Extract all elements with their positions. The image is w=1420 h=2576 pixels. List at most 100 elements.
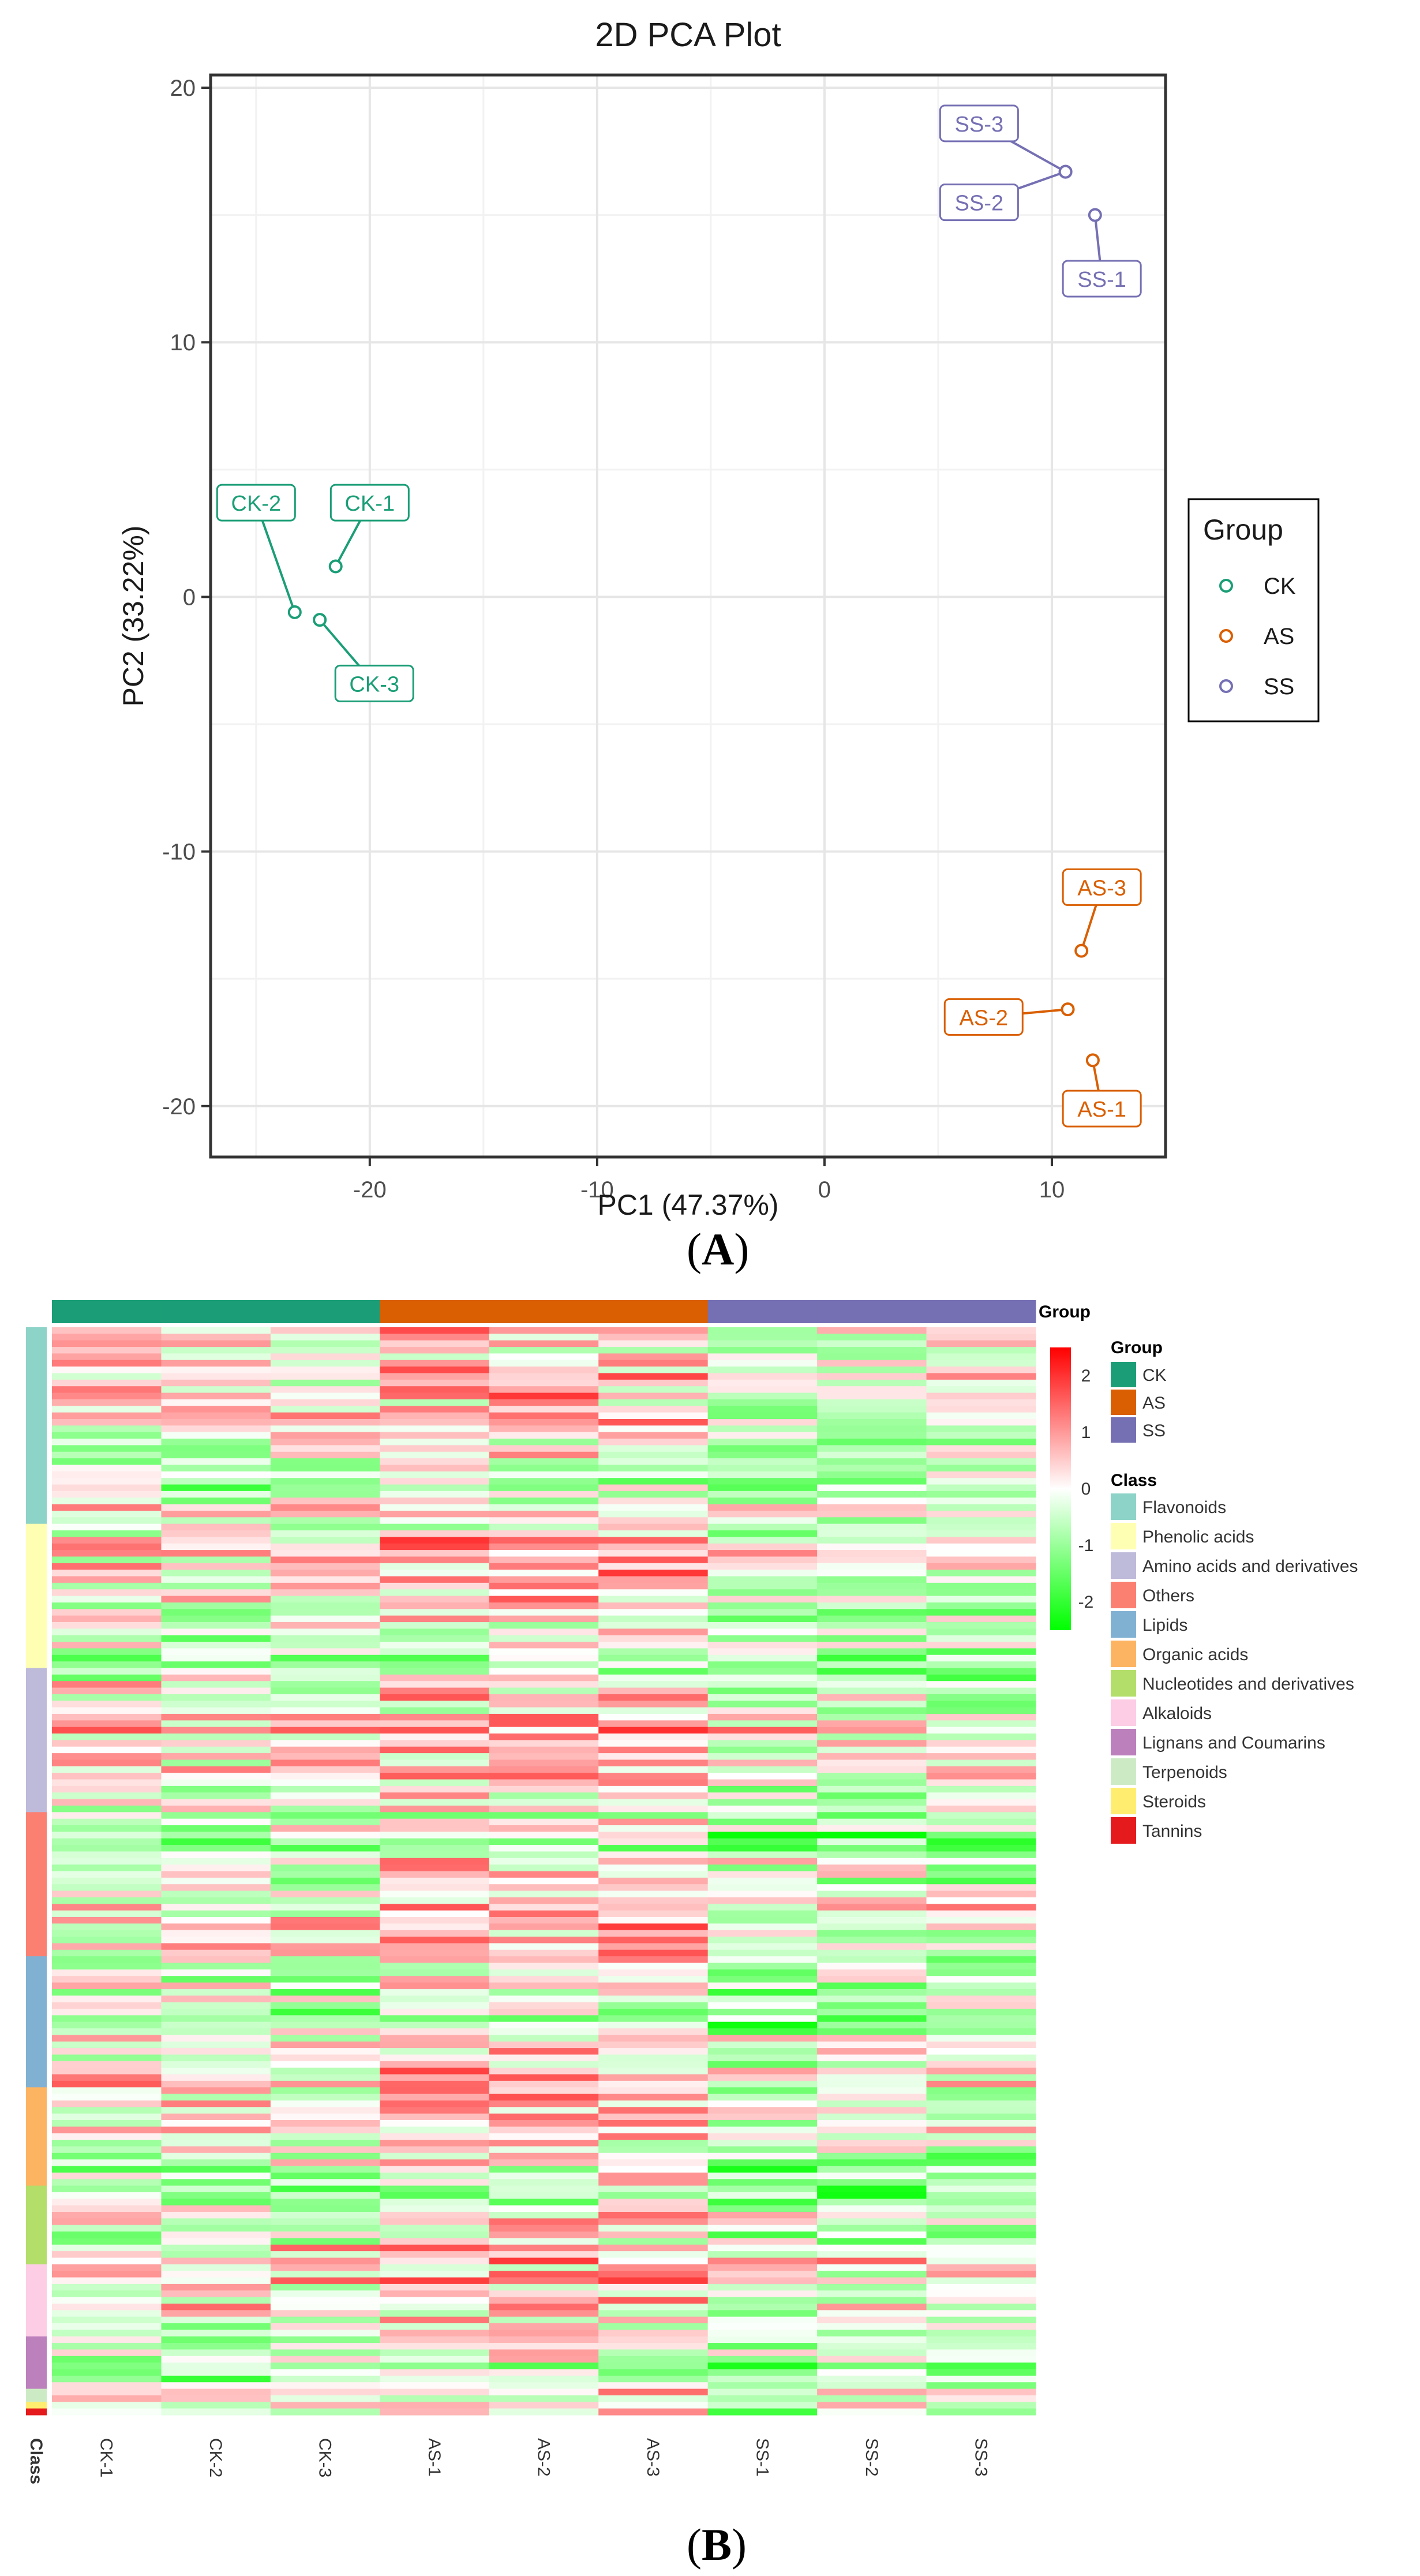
heatmap-cell [270, 2218, 380, 2226]
heatmap-cell [52, 1812, 162, 1819]
heatmap-cell [161, 2330, 271, 2337]
heatmap-cell [707, 2100, 818, 2107]
heatmap-cell [926, 2008, 1036, 2016]
heatmap-cell [380, 1386, 490, 1394]
heatmap-cell [489, 1445, 599, 1452]
heatmap-cell [380, 1995, 490, 2003]
heatmap-cell [817, 2244, 927, 2252]
heatmap-cell [817, 1451, 927, 1459]
heatmap-cell [52, 1418, 162, 1426]
y-tick-label: 20 [170, 76, 196, 101]
plot-background [211, 75, 1166, 1157]
heatmap-cell [380, 1418, 490, 1426]
heatmap-cell [598, 1812, 709, 1819]
heatmap-cell [598, 1976, 709, 1983]
heatmap-cell [489, 1596, 599, 1603]
heatmap-cell [52, 2015, 162, 2023]
heatmap-cell [489, 2068, 599, 2075]
heatmap-cell [707, 2080, 818, 2088]
heatmap-cell [598, 1504, 709, 1511]
heatmap-cell [380, 1687, 490, 1695]
heatmap-cell [817, 1497, 927, 1505]
heatmap-cell [270, 2041, 380, 2049]
heatmap-cell [52, 1563, 162, 1570]
heatmap-cell [707, 2323, 818, 2330]
y-tick-label: -10 [162, 840, 196, 865]
heatmap-cell [52, 2330, 162, 2337]
heatmap-cell [270, 2244, 380, 2252]
heatmap-cell [52, 1753, 162, 1761]
heatmap-cell [270, 2297, 380, 2304]
heatmap-cell [598, 2251, 709, 2259]
heatmap-cell [380, 1759, 490, 1767]
heatmap-cell [270, 1471, 380, 1478]
heatmap-cell [926, 1418, 1036, 1426]
heatmap-cell [52, 2251, 162, 2259]
heatmap-cell [707, 1890, 818, 1898]
heatmap-cell [707, 2159, 818, 2167]
heatmap-cell [270, 1615, 380, 1623]
heatmap-cell [598, 2218, 709, 2226]
heatmap-cell [707, 2199, 818, 2206]
heatmap-cell [707, 1458, 818, 1466]
heatmap-cell [598, 1510, 709, 1518]
point-label-box [1062, 868, 1142, 906]
heatmap-cell [489, 1877, 599, 1885]
heatmap-cell [489, 2002, 599, 2009]
heatmap-cell [598, 1845, 709, 1852]
data-point-ck-2 [287, 605, 302, 619]
heatmap-cell [270, 1458, 380, 1466]
heatmap-cell [161, 2080, 271, 2088]
heatmap-cell [817, 2283, 927, 2291]
heatmap-cell [598, 1412, 709, 1420]
heatmap-cell [270, 2343, 380, 2350]
heatmap-cell [270, 2159, 380, 2167]
class-legend-swatch [1111, 1670, 1136, 1697]
heatmap-cell [270, 2100, 380, 2107]
heatmap-cell [598, 2362, 709, 2370]
heatmap-cell [270, 2146, 380, 2154]
heatmap-cell [270, 1602, 380, 1609]
heatmap-cell [161, 1923, 271, 1931]
heatmap-cell [598, 2035, 709, 2042]
heatmap-cell [270, 2205, 380, 2212]
heatmap-cell [707, 1838, 818, 1845]
heatmap-cell [52, 1517, 162, 1525]
heatmap-cell [380, 2330, 490, 2337]
heatmap-cell [926, 1805, 1036, 1813]
heatmap-cell [161, 2336, 271, 2343]
heatmap-cell [707, 2251, 818, 2259]
heatmap-cell [380, 1864, 490, 1872]
heatmap-cell [270, 1353, 380, 1361]
heatmap-cell [380, 2087, 490, 2095]
heatmap-cell [489, 1334, 599, 1341]
heatmap-cell [707, 2133, 818, 2140]
heatmap-cell [270, 1484, 380, 1492]
heatmap-cell [598, 1439, 709, 1446]
heatmap-cell [598, 1491, 709, 1498]
heatmap-cell [52, 2120, 162, 2127]
heatmap-cell [270, 1785, 380, 1793]
heatmap-cell [52, 1930, 162, 1937]
heatmap-cell [380, 2303, 490, 2311]
heatmap-cell [707, 1949, 818, 1957]
heatmap-cell [817, 1360, 927, 1367]
heatmap-cell [489, 1949, 599, 1957]
heatmap-cell [52, 2061, 162, 2068]
heatmap-cell [380, 1327, 490, 1334]
heatmap-cell [926, 2231, 1036, 2239]
heatmap-cell [380, 1373, 490, 1380]
heatmap-cell [52, 2388, 162, 2396]
group-annotation-cell [817, 1300, 927, 1323]
heatmap-cell [161, 1334, 271, 1341]
heatmap-cell [489, 2094, 599, 2101]
heatmap-cells [52, 1327, 1036, 2416]
heatmap-cell [489, 2015, 599, 2023]
heatmap-cell [161, 1379, 271, 1387]
heatmap-cell [707, 2257, 818, 2265]
heatmap-cell [270, 2231, 380, 2239]
heatmap-cell [489, 1458, 599, 1466]
heatmap-cell [380, 1635, 490, 1642]
heatmap-cell [270, 1517, 380, 1525]
heatmap-cell [489, 1556, 599, 1564]
